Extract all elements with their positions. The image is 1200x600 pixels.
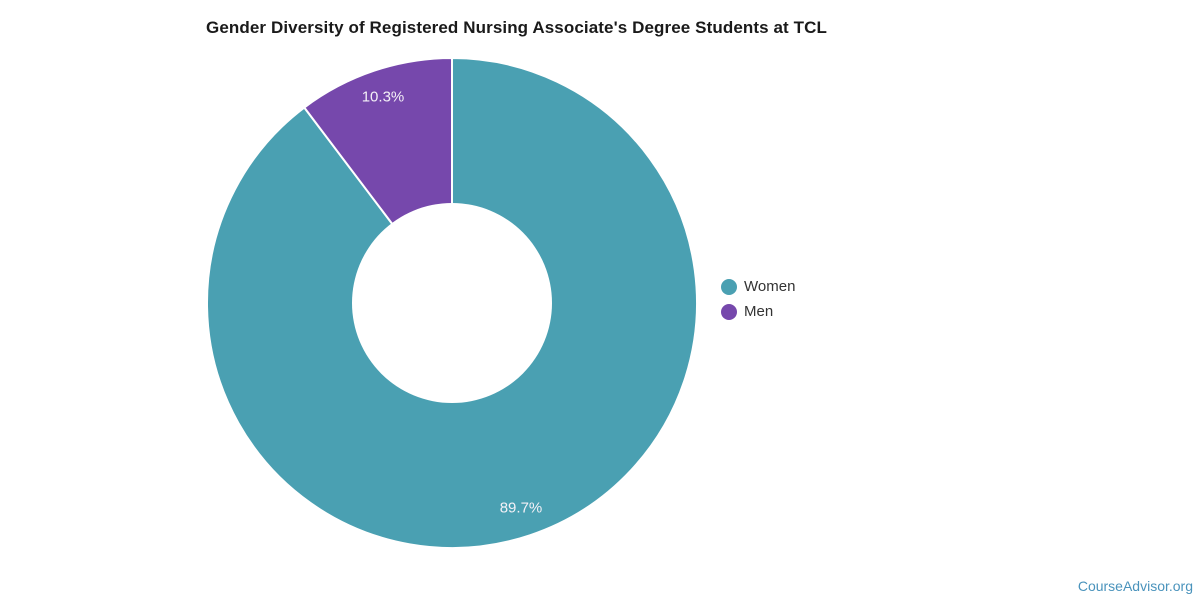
legend-label: Women [744, 278, 796, 295]
donut-hole [352, 203, 552, 403]
legend-item-women: Women [721, 279, 795, 295]
legend-swatch-icon [721, 279, 737, 295]
chart-title: Gender Diversity of Registered Nursing A… [206, 18, 827, 37]
brand-link[interactable]: CourseAdvisor.org [1077, 578, 1193, 594]
legend-label: Men [744, 303, 774, 320]
legend-swatch-icon [721, 304, 737, 320]
legend-item-men: Men [721, 304, 795, 320]
slice-value-label-women: 89.7% [500, 500, 543, 517]
slice-value-label-men: 10.3% [362, 88, 405, 105]
legend: Women Men [721, 279, 795, 320]
